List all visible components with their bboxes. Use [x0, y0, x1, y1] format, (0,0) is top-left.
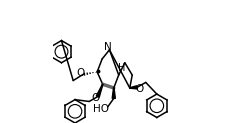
Polygon shape [129, 86, 137, 89]
Text: N: N [104, 42, 112, 52]
Polygon shape [96, 84, 103, 97]
Polygon shape [112, 88, 115, 98]
Text: O: O [135, 84, 143, 94]
Text: O: O [76, 68, 84, 78]
Text: HO: HO [93, 104, 108, 114]
Text: H: H [118, 63, 125, 73]
Text: O: O [91, 93, 99, 103]
